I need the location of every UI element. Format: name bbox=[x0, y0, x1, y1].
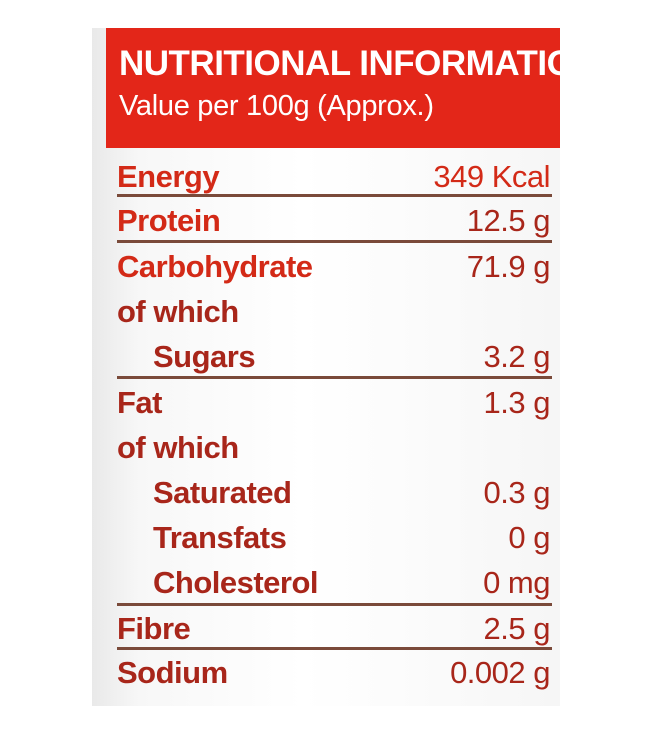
nutrition-header: NUTRITIONAL INFORMATION Value per 100g (… bbox=[106, 28, 599, 148]
row-label: Cholesterol bbox=[153, 565, 319, 600]
row-value: 0 mg bbox=[483, 565, 550, 600]
row-carbohydrate: Carbohydrate 71.9 g bbox=[117, 244, 551, 288]
row-label: Fibre bbox=[117, 611, 191, 646]
row-of-which: of which bbox=[117, 289, 550, 333]
row-value: 0.002 g bbox=[450, 655, 550, 690]
row-label: of which bbox=[117, 294, 239, 329]
row-energy: Energy 349 Kcal bbox=[117, 154, 550, 198]
nutrition-label: NUTRITIONAL INFORMATION Value per 100g (… bbox=[92, 28, 599, 706]
row-cholesterol: Cholesterol 0 mg bbox=[117, 560, 550, 604]
row-label: Fat bbox=[117, 385, 163, 420]
row-label: Protein bbox=[117, 203, 221, 238]
row-value: 12.5 g bbox=[466, 203, 551, 238]
row-label: of which bbox=[117, 430, 239, 465]
row-fibre: Fibre 2.5 g bbox=[117, 606, 551, 650]
row-value: 349 Kcal bbox=[433, 159, 550, 194]
row-label: Sugars bbox=[153, 339, 256, 374]
row-value: 0 g bbox=[508, 520, 550, 555]
row-label: Carbohydrate bbox=[117, 249, 313, 284]
divider bbox=[117, 194, 552, 197]
row-sugars: Sugars 3.2 g bbox=[117, 334, 551, 378]
row-of-which: of which bbox=[117, 425, 550, 469]
divider bbox=[117, 376, 552, 379]
row-label: Saturated bbox=[153, 475, 292, 510]
row-label: Transfats bbox=[153, 520, 287, 555]
row-value: 71.9 g bbox=[466, 249, 551, 284]
divider bbox=[117, 647, 552, 650]
row-label: Energy bbox=[117, 159, 220, 194]
row-value: 1.3 g bbox=[483, 385, 551, 420]
row-value: 2.5 g bbox=[483, 611, 551, 646]
nutrition-title: NUTRITIONAL INFORMATION bbox=[119, 44, 599, 83]
row-label: Sodium bbox=[117, 655, 228, 690]
nutrition-subtitle: Value per 100g (Approx.) bbox=[119, 90, 434, 122]
divider bbox=[117, 603, 552, 606]
row-sodium: Sodium 0.002 g bbox=[117, 650, 550, 694]
row-fat: Fat 1.3 g bbox=[117, 380, 551, 424]
divider bbox=[117, 240, 552, 243]
row-value: 3.2 g bbox=[483, 339, 551, 374]
row-value: 0.3 g bbox=[483, 475, 551, 510]
row-transfats: Transfats 0 g bbox=[117, 515, 550, 559]
row-saturated: Saturated 0.3 g bbox=[117, 470, 551, 514]
row-protein: Protein 12.5 g bbox=[117, 198, 551, 242]
